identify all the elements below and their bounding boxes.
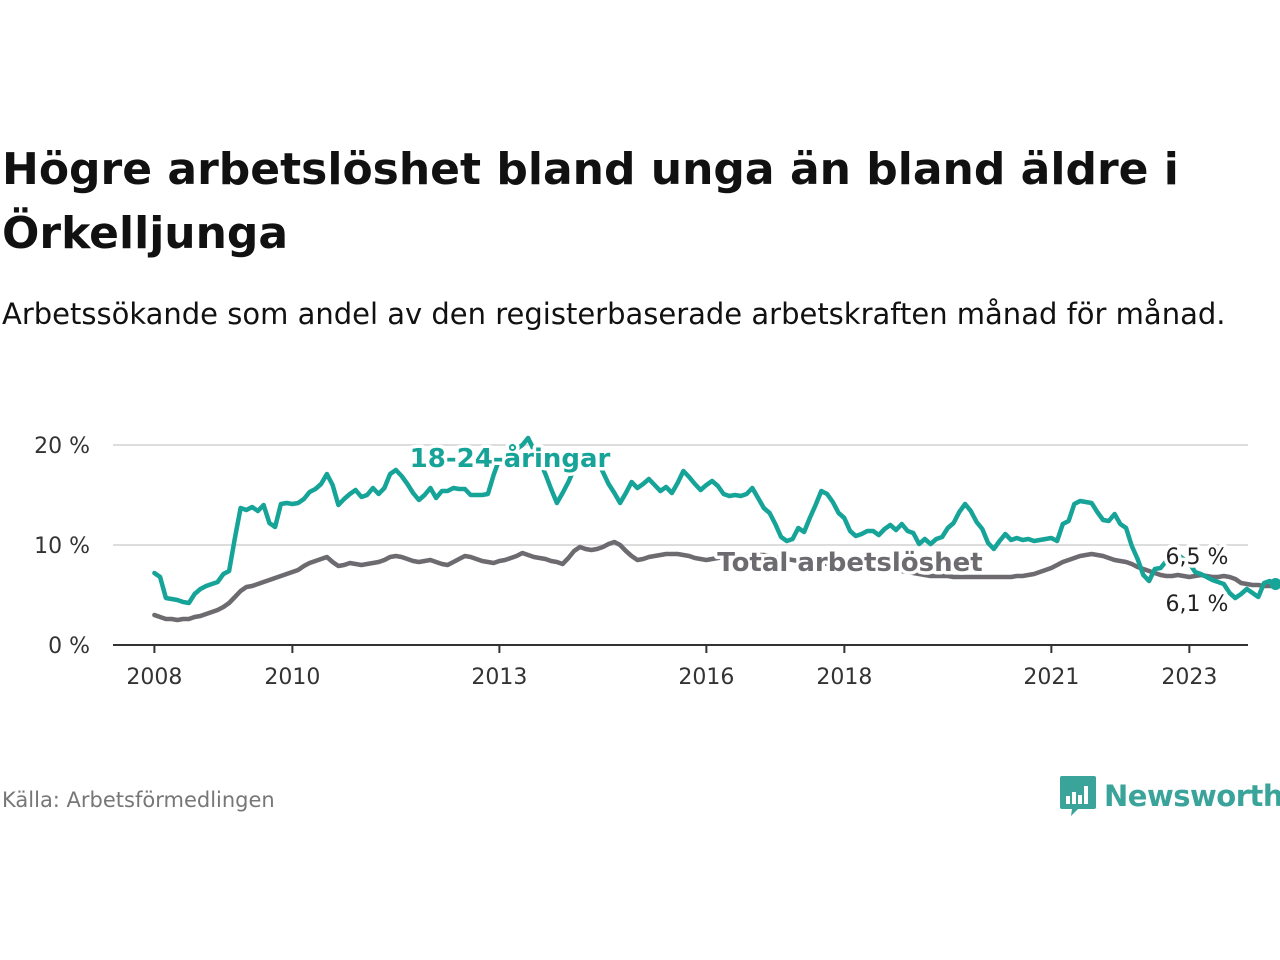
youth-series-label: 18-24-åringar	[410, 442, 611, 474]
total-end-label-halo: 6,5 %	[1166, 545, 1229, 570]
x-tick-label: 2013	[471, 665, 527, 690]
series-lines	[152, 435, 1280, 623]
y-tick-label: 20 %	[34, 434, 90, 459]
chart-subtitle: Arbetssökande som andel av den registerb…	[2, 297, 1226, 331]
total-series-label: Total arbetslöshet	[717, 548, 982, 578]
x-tick-label: 2010	[264, 665, 320, 690]
x-tick-label: 2016	[678, 665, 734, 690]
chart-title: Högre arbetslöshet bland unga än bland ä…	[2, 144, 1179, 259]
axes: 0 % 10 % 20 % 2008 2010 2013 2016 2018 2021 2023	[34, 434, 1248, 690]
bar-chart-icon	[1060, 776, 1096, 816]
y-tick-label: 10 %	[34, 534, 90, 559]
youth-end-label-halo: 6,1 %	[1166, 592, 1229, 617]
x-tick-label: 2021	[1023, 665, 1079, 690]
brand-name: Newsworthy	[1104, 779, 1280, 813]
y-tick-label: 0 %	[48, 634, 90, 659]
x-tick-label: 2008	[126, 665, 182, 690]
youth-end-label: 6,1 %	[1166, 592, 1229, 617]
x-tick-label: 2018	[816, 665, 872, 690]
youth-end-point	[1269, 578, 1280, 590]
source-note: Källa: Arbetsförmedlingen	[2, 788, 275, 812]
total-series-label-halo: Total arbetslöshet	[717, 548, 982, 578]
series-line-youth	[152, 435, 1278, 606]
youth-series-label-halo: 18-24-åringar	[410, 442, 611, 474]
x-tick-label: 2023	[1161, 665, 1217, 690]
gridlines	[113, 444, 1248, 546]
line-chart: 0 %10 %20 %2008 2010 2013 2016 2018 2021 2023 …	[34, 434, 1280, 690]
total-end-label: 6,5 %	[1166, 545, 1229, 570]
brand-logo[interactable]: Newsworthy	[1058, 774, 1280, 818]
series-line-total	[152, 539, 1280, 623]
